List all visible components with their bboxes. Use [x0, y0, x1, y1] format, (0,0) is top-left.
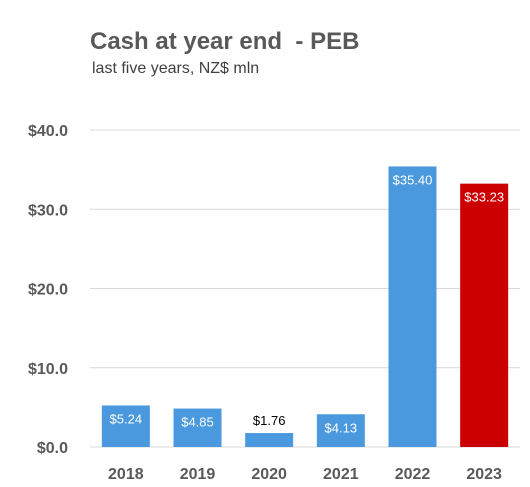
bar — [245, 433, 294, 447]
bar — [316, 414, 365, 447]
y-tick-label: $10.0 — [28, 361, 68, 378]
chart-subtitle: last five years, NZ$ mln — [92, 60, 260, 77]
y-axis-tick-labels: $0.0 $10.0 $20.0 $30.0 $40.0 — [28, 123, 68, 457]
gridlines — [90, 129, 520, 448]
data-label: $5.24 — [110, 411, 143, 426]
data-label: $35.40 — [393, 172, 433, 187]
y-tick-label: $40.0 — [28, 123, 68, 140]
x-tick-label: 2018 — [108, 466, 144, 483]
y-tick-label: $30.0 — [28, 202, 68, 219]
data-label: $4.13 — [325, 420, 358, 435]
x-tick-label: 2019 — [180, 466, 216, 483]
bar — [101, 405, 150, 447]
x-axis-category-labels: 2018 2019 2020 2021 2022 2023 — [108, 466, 502, 483]
bar — [460, 183, 509, 447]
data-label: $4.85 — [181, 415, 214, 430]
bar — [173, 408, 222, 447]
data-label: $1.76 — [253, 413, 286, 428]
bar — [388, 166, 437, 447]
x-tick-label: 2022 — [395, 466, 431, 483]
x-tick-label: 2020 — [251, 466, 287, 483]
y-tick-label: $0.0 — [37, 440, 68, 457]
x-tick-label: 2021 — [323, 466, 359, 483]
bars — [101, 166, 509, 447]
data-label: $33.23 — [464, 190, 504, 205]
data-labels: $5.24 $4.85 $1.76 $4.13 $35.40 $33.23 — [110, 172, 504, 435]
y-tick-label: $20.0 — [28, 282, 68, 299]
chart-title: Cash at year end - PEB — [90, 28, 360, 55]
x-tick-label: 2023 — [466, 466, 502, 483]
